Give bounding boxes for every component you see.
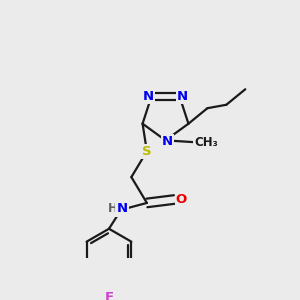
Text: N: N bbox=[177, 90, 188, 103]
Text: O: O bbox=[176, 193, 187, 206]
Text: N: N bbox=[116, 202, 128, 215]
Text: N: N bbox=[143, 90, 154, 103]
Text: H: H bbox=[107, 202, 117, 215]
Text: F: F bbox=[104, 291, 113, 300]
Text: N: N bbox=[162, 135, 173, 148]
Text: CH₃: CH₃ bbox=[194, 136, 218, 148]
Text: S: S bbox=[142, 145, 152, 158]
